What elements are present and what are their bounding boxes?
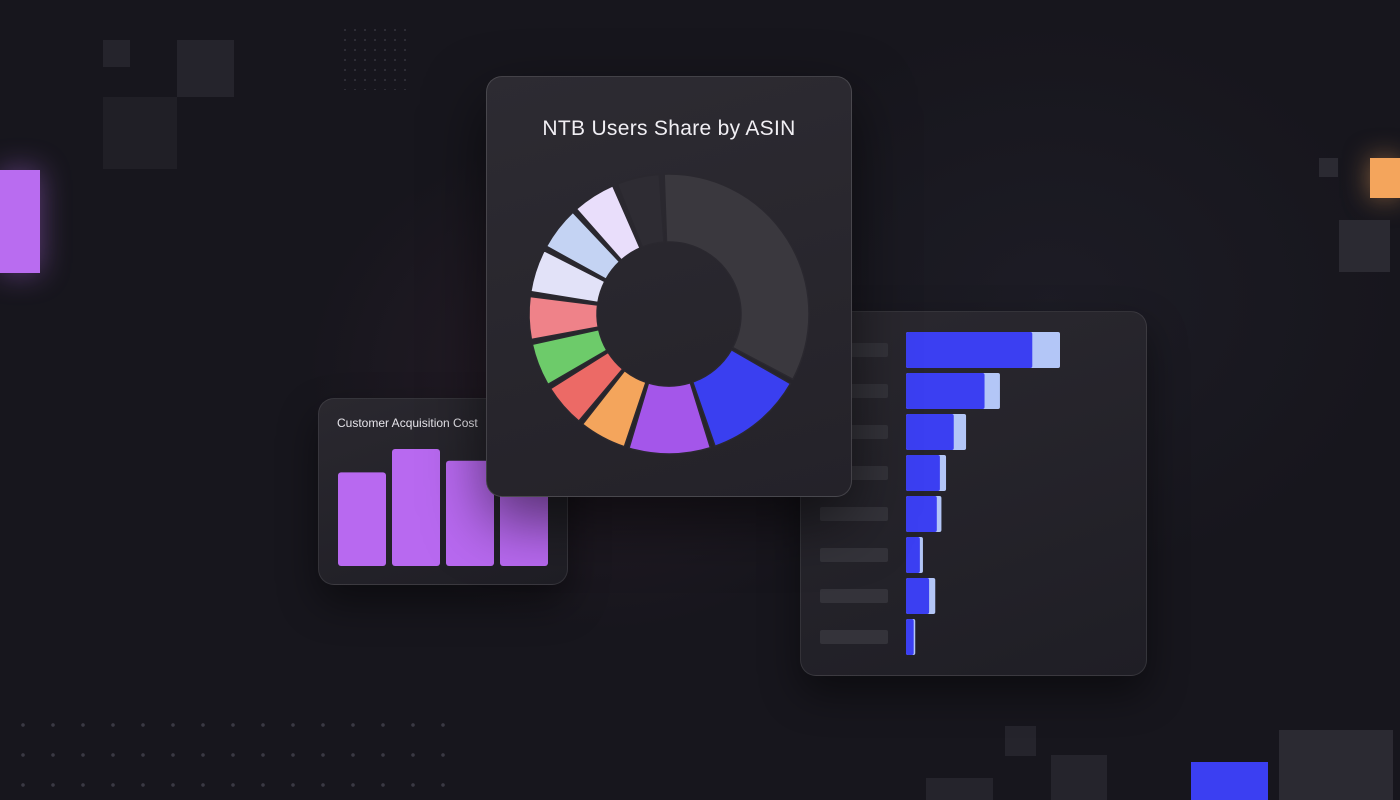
hbar-bar-value: [906, 373, 985, 409]
hbar-chart: [820, 332, 1060, 655]
hbar-card: [800, 311, 1147, 676]
donut-slice: [581, 369, 647, 448]
donut-card: NTB Users Share by ASIN: [486, 76, 852, 497]
donut-slice: [545, 211, 621, 280]
hbar-bar-value: [906, 455, 940, 491]
hbar-category-label: [820, 507, 888, 521]
hbar-category-label: [820, 548, 888, 562]
donut-slice: [628, 382, 712, 455]
hbar-bar-value: [906, 619, 914, 655]
hbar-bar-value: [906, 537, 920, 573]
decor-square: [926, 778, 993, 800]
donut-slice: [616, 173, 665, 248]
donut-slice: [530, 249, 606, 304]
decor-violet-block: [0, 170, 40, 273]
decor-square: [103, 40, 130, 67]
decor-square: [103, 97, 177, 169]
donut-chart-title: NTB Users Share by ASIN: [542, 117, 796, 140]
cac-bar: [338, 472, 386, 566]
hbar-bar-value: [906, 496, 937, 532]
cac-bar: [446, 460, 494, 566]
decor-dot-grid: [8, 710, 458, 800]
decor-dot-pattern: [340, 25, 410, 90]
hbar-bar-value: [906, 578, 930, 614]
donut-slice: [528, 295, 599, 341]
donut-chart: [528, 173, 810, 455]
decor-square: [1279, 730, 1393, 800]
cac-chart-title: Customer Acquisition Cost: [337, 416, 478, 430]
hbar-category-label: [820, 630, 888, 644]
decor-square: [1005, 726, 1036, 756]
decor-square: [1319, 158, 1338, 177]
decor-blue-block: [1191, 762, 1268, 800]
decor-square: [177, 40, 234, 97]
decor-square: [1051, 755, 1107, 800]
cac-bar: [392, 449, 440, 566]
donut-slice: [663, 173, 810, 381]
hbar-bar-value: [906, 332, 1033, 368]
decor-orange-block: [1370, 158, 1400, 198]
donut-slice: [549, 351, 624, 422]
donut-slice: [531, 328, 608, 386]
donut-slice: [575, 185, 641, 261]
decor-square: [1339, 220, 1390, 272]
donut-slice: [691, 349, 792, 447]
hbar-bar-value: [906, 414, 954, 450]
hbar-category-label: [820, 589, 888, 603]
